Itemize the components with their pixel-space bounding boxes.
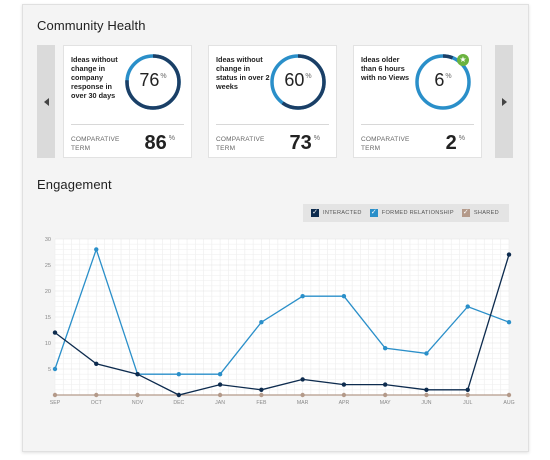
data-point bbox=[424, 392, 429, 398]
engagement-title: Engagement bbox=[37, 177, 112, 192]
data-point bbox=[382, 382, 388, 387]
data-point bbox=[424, 387, 429, 392]
progress-ring bbox=[270, 54, 326, 110]
ring-value: 60% bbox=[284, 70, 312, 90]
comparative-label: COMPARATIVE TERM bbox=[216, 136, 265, 152]
data-point bbox=[52, 392, 58, 398]
health-card-3[interactable]: Ideas older than 6 hours with no Views 6… bbox=[353, 45, 482, 158]
progress-ring-fill bbox=[125, 54, 181, 110]
x-tick-label: JAN bbox=[215, 400, 225, 406]
data-point bbox=[465, 392, 470, 398]
x-tick-label: MAR bbox=[297, 400, 309, 406]
x-tick-label: JUL bbox=[463, 400, 472, 406]
data-point bbox=[52, 366, 58, 372]
data-point bbox=[217, 392, 223, 398]
data-point bbox=[52, 330, 58, 335]
star-icon: ★ bbox=[457, 54, 469, 66]
health-card-1[interactable]: Ideas without change in company response… bbox=[63, 45, 192, 158]
data-point bbox=[259, 392, 264, 398]
comparative-value: 73% bbox=[289, 132, 320, 154]
x-tick-label: FEB bbox=[256, 400, 267, 406]
x-tick-label: AUG bbox=[503, 400, 514, 406]
y-tick-label: 10 bbox=[45, 341, 51, 347]
data-point bbox=[300, 392, 305, 398]
card-divider bbox=[361, 124, 474, 125]
health-card-2[interactable]: Ideas without change in status in over 2… bbox=[208, 45, 337, 158]
data-point bbox=[506, 392, 512, 398]
checkbox-checked-icon[interactable]: ✓ bbox=[311, 209, 319, 217]
data-point bbox=[176, 392, 182, 398]
comparative-label: COMPARATIVE TERM bbox=[361, 136, 410, 152]
data-point bbox=[341, 392, 347, 398]
legend-label: SHARED bbox=[473, 210, 499, 216]
comparative-value: 86% bbox=[144, 132, 175, 154]
y-tick-label: 30 bbox=[45, 237, 51, 243]
data-point bbox=[259, 320, 264, 325]
card-divider bbox=[216, 124, 329, 125]
data-point bbox=[506, 252, 512, 257]
data-point bbox=[341, 382, 347, 387]
legend-label: INTERACTED bbox=[323, 210, 362, 216]
chevron-left-icon bbox=[43, 97, 49, 106]
card-description: Ideas without change in company response… bbox=[71, 55, 118, 100]
progress-ring-fill bbox=[270, 54, 326, 110]
legend-item-interacted[interactable]: ✓ INTERACTED bbox=[311, 209, 362, 217]
x-tick-label: SEP bbox=[50, 400, 61, 406]
progress-ring-fill bbox=[415, 54, 471, 110]
progress-ring bbox=[125, 54, 181, 110]
data-point bbox=[259, 387, 264, 392]
x-tick-label: JUN bbox=[421, 400, 431, 406]
y-tick-label: 20 bbox=[45, 289, 51, 295]
community-health-title: Community Health bbox=[37, 18, 146, 33]
engagement-line-chart: 5 10 15 20 25 30 SEP OCT NOV DEC JAN FEB MAR APR MAY JU… bbox=[45, 237, 515, 406]
data-point bbox=[135, 392, 140, 398]
data-point bbox=[382, 392, 388, 398]
series-line bbox=[54, 254, 510, 396]
data-point bbox=[94, 247, 99, 252]
data-point bbox=[300, 294, 305, 299]
data-point bbox=[94, 361, 99, 366]
ring-value: 76% bbox=[139, 70, 167, 90]
x-tick-label: MAY bbox=[380, 400, 391, 406]
card-divider bbox=[71, 124, 184, 125]
ring-value: 6% bbox=[434, 70, 452, 90]
carousel-next-button[interactable] bbox=[495, 45, 513, 158]
chart-legend: ✓ INTERACTED ✓ FORMED RELATIONSHIP ✓ SHA… bbox=[303, 204, 509, 222]
checkbox-checked-icon[interactable]: ✓ bbox=[369, 209, 378, 217]
carousel-prev-button[interactable] bbox=[37, 45, 55, 158]
data-point bbox=[424, 351, 429, 356]
chevron-right-icon bbox=[501, 97, 507, 106]
data-point bbox=[94, 392, 99, 398]
progress-ring bbox=[415, 54, 471, 110]
dashboard-panel: Community Health Ideas without change in… bbox=[22, 4, 529, 452]
y-tick-label: 15 bbox=[45, 315, 51, 321]
data-point bbox=[341, 294, 347, 299]
legend-item-shared[interactable]: ✓ SHARED bbox=[461, 209, 499, 217]
data-point bbox=[217, 372, 223, 377]
data-point bbox=[465, 304, 470, 309]
card-description: Ideas without change in status in over 2… bbox=[216, 55, 270, 91]
data-point bbox=[465, 387, 470, 392]
y-tick-label: 25 bbox=[45, 263, 51, 269]
checkbox-checked-icon[interactable]: ✓ bbox=[461, 209, 470, 217]
card-description: Ideas older than 6 hours with no Views bbox=[361, 55, 410, 82]
x-tick-label: DEC bbox=[173, 400, 184, 406]
y-tick-label: 5 bbox=[48, 367, 51, 373]
x-tick-label: OCT bbox=[91, 400, 103, 406]
comparative-value: 2% bbox=[445, 132, 465, 154]
data-point bbox=[217, 382, 223, 387]
comparative-label: COMPARATIVE TERM bbox=[71, 136, 120, 152]
x-tick-label: NOV bbox=[132, 400, 144, 406]
data-point bbox=[382, 346, 388, 351]
legend-label: FORMED RELATIONSHIP bbox=[381, 210, 454, 216]
data-point bbox=[506, 320, 512, 325]
series-line bbox=[54, 247, 510, 375]
legend-item-formed-relationship[interactable]: ✓ FORMED RELATIONSHIP bbox=[369, 209, 454, 217]
data-point bbox=[300, 377, 305, 382]
data-point bbox=[176, 372, 182, 377]
data-point bbox=[135, 372, 140, 377]
x-tick-label: APR bbox=[339, 400, 350, 406]
